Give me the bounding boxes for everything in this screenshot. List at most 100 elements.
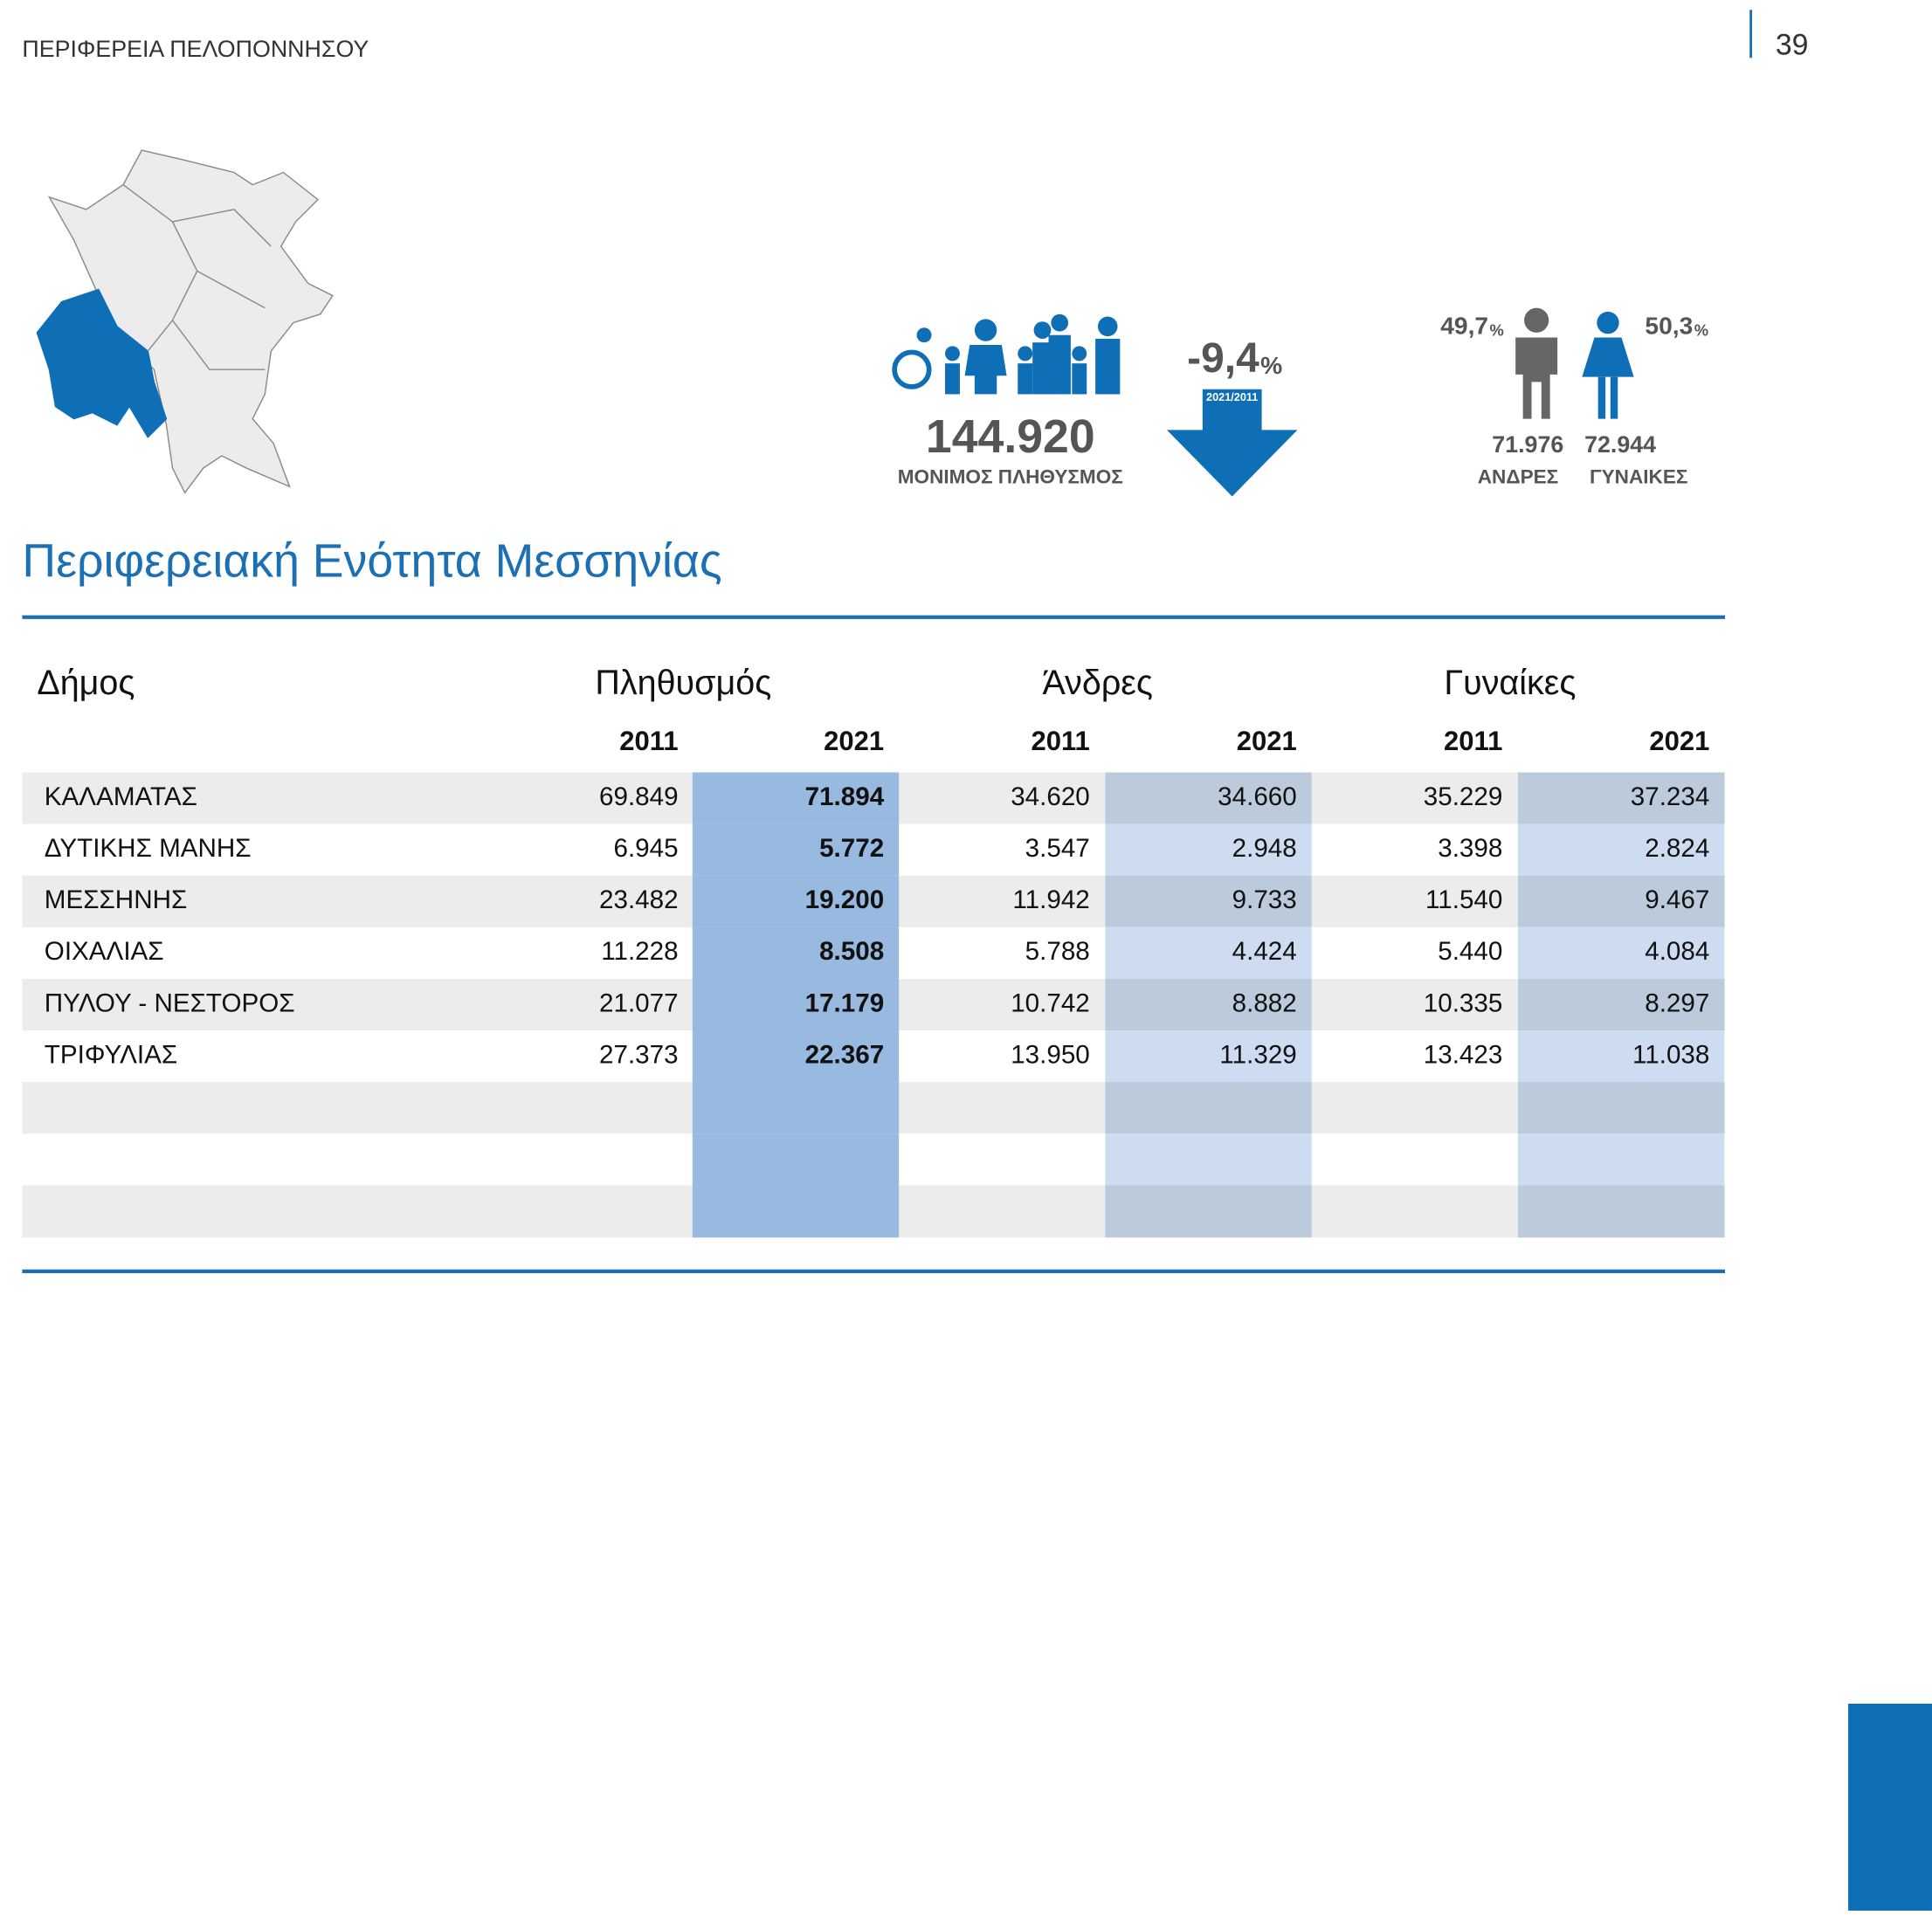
women-pct: 50,3: [1645, 312, 1693, 340]
cell-value: 69.849: [599, 782, 679, 811]
highlight-cell: [1105, 978, 1312, 1031]
map: [36, 149, 334, 494]
cell-value: 34.620: [1011, 782, 1090, 811]
cell-value: 5.788: [1025, 937, 1090, 966]
highlight-cell: [1105, 772, 1312, 825]
side-tab: [1848, 1704, 1932, 1911]
year-header: 2011: [1031, 726, 1089, 756]
municipality: ΟΙΧΑΛΙΑΣ: [45, 937, 164, 966]
highlight-cell: [692, 1082, 900, 1134]
cell-value: 9.733: [1232, 885, 1297, 914]
year-header: 2021: [824, 726, 884, 756]
highlight-cell: [1517, 978, 1725, 1031]
municipality: ΠΥΛΟΥ - ΝΕΣΤΟΡΟΣ: [45, 988, 295, 1017]
cell-value: 11.228: [601, 937, 678, 966]
men-pct: 49,7: [1440, 312, 1488, 340]
cell-value: 10.335: [1424, 988, 1503, 1017]
year-header: 2011: [619, 726, 678, 756]
cell-value: 3.547: [1025, 834, 1090, 863]
cell-value: 71.894: [805, 782, 885, 811]
highlight-cell: [692, 1185, 900, 1238]
highlight-cell: [692, 823, 900, 877]
cell-value: 5.440: [1438, 937, 1502, 966]
group-header: Πληθυσμός: [595, 664, 771, 702]
family-icon: [892, 313, 1121, 395]
highlight-cell: [1105, 875, 1312, 928]
cell-value: 27.373: [599, 1040, 679, 1069]
cell-value: 37.234: [1631, 782, 1710, 811]
women: 72.944: [1584, 431, 1656, 458]
highlight-cell: [692, 875, 900, 928]
highlight-cell: [1105, 1185, 1312, 1238]
cell-value: 8.297: [1645, 988, 1709, 1017]
men-pct-unit: %: [1490, 320, 1504, 339]
cell-value: 22.367: [805, 1040, 885, 1069]
down-arrow: [1166, 389, 1298, 497]
cell-value: 3.398: [1438, 834, 1502, 863]
cell-value: 2.948: [1232, 834, 1297, 863]
cell-value: 21.077: [599, 988, 679, 1017]
page-number: 39: [1776, 29, 1809, 62]
name-header: Δήμος: [37, 664, 135, 702]
cell-value: 8.882: [1232, 988, 1297, 1017]
women-pct-unit: %: [1694, 320, 1708, 339]
highlight-cell: [1105, 1133, 1312, 1187]
men-label: ΑΝΔΡΕΣ: [1478, 465, 1558, 487]
group-header: Γυναίκες: [1444, 664, 1576, 702]
cell-value: 11.942: [1012, 885, 1089, 914]
man-icon: [1515, 307, 1558, 419]
year-header: 2011: [1444, 726, 1502, 756]
highlight-cell: [1517, 772, 1725, 825]
cell-value: 13.950: [1011, 1040, 1090, 1069]
highlight-cell: [1517, 1082, 1725, 1134]
cell-value: 5.772: [819, 834, 884, 863]
cell-value: 2.824: [1645, 834, 1709, 863]
highlight-cell: [1517, 1133, 1725, 1187]
highlight-cell: [1105, 823, 1312, 877]
year-header: 2021: [1237, 726, 1297, 756]
cell-value: 4.084: [1645, 937, 1709, 966]
change-period: 2021/2011: [1206, 391, 1258, 403]
highlight-cell: [692, 772, 900, 825]
highlight-cell: [1105, 1082, 1312, 1134]
highlight-cell: [692, 1030, 900, 1083]
highlight-cell: [1105, 927, 1312, 980]
cell-value: 6.945: [613, 834, 678, 863]
year-header: 2021: [1649, 726, 1709, 756]
municipality: ΚΑΛΑΜΑΤΑΣ: [45, 782, 197, 811]
group-header: Άνδρες: [1042, 664, 1152, 702]
municipality: ΤΡΙΦΥΛΙΑΣ: [45, 1040, 177, 1069]
section-title: Περιφερειακή Ενότητα Μεσσηνίας: [22, 534, 721, 587]
highlight-cell: [1517, 875, 1725, 928]
cell-value: 13.423: [1424, 1040, 1503, 1069]
change-unit: %: [1260, 351, 1282, 379]
highlight-cell: [692, 1133, 900, 1187]
header-region: ΠΕΡΙΦΕΡΕΙΑ ΠΕΛΟΠΟΝΝΗΣΟΥ: [22, 36, 369, 62]
cell-value: 4.424: [1232, 937, 1297, 966]
cell-value: 23.482: [599, 885, 679, 914]
cell-value: 10.742: [1011, 988, 1090, 1017]
population-label: ΜΟΝΙΜΟΣ ΠΛΗΘΥΣΜΟΣ: [898, 465, 1123, 487]
highlight-cell: [692, 927, 900, 980]
highlight-cell: [1517, 1185, 1725, 1238]
highlight-cell: [1517, 927, 1725, 980]
cell-value: 11.540: [1425, 885, 1502, 914]
change: -9,4: [1187, 335, 1259, 382]
cell-value: 17.179: [805, 988, 885, 1017]
cell-value: 9.467: [1645, 885, 1709, 914]
municipality: ΔΥΤΙΚΗΣ ΜΑΝΗΣ: [45, 834, 252, 863]
cell-value: 11.329: [1219, 1040, 1296, 1069]
cell-value: 35.229: [1424, 782, 1503, 811]
cell-value: 8.508: [819, 937, 884, 966]
population: 144.920: [926, 410, 1095, 463]
cell-value: 19.200: [805, 885, 885, 914]
cell-value: 11.038: [1632, 1040, 1709, 1069]
highlight-cell: [1105, 1030, 1312, 1083]
men: 71.976: [1492, 431, 1563, 458]
municipality: ΜΕΣΣΗΝΗΣ: [45, 885, 187, 914]
highlight-cell: [1517, 1030, 1725, 1083]
women-label: ΓΥΝΑΙΚΕΣ: [1590, 465, 1687, 487]
highlight-cell: [692, 978, 900, 1031]
cell-value: 34.660: [1218, 782, 1297, 811]
